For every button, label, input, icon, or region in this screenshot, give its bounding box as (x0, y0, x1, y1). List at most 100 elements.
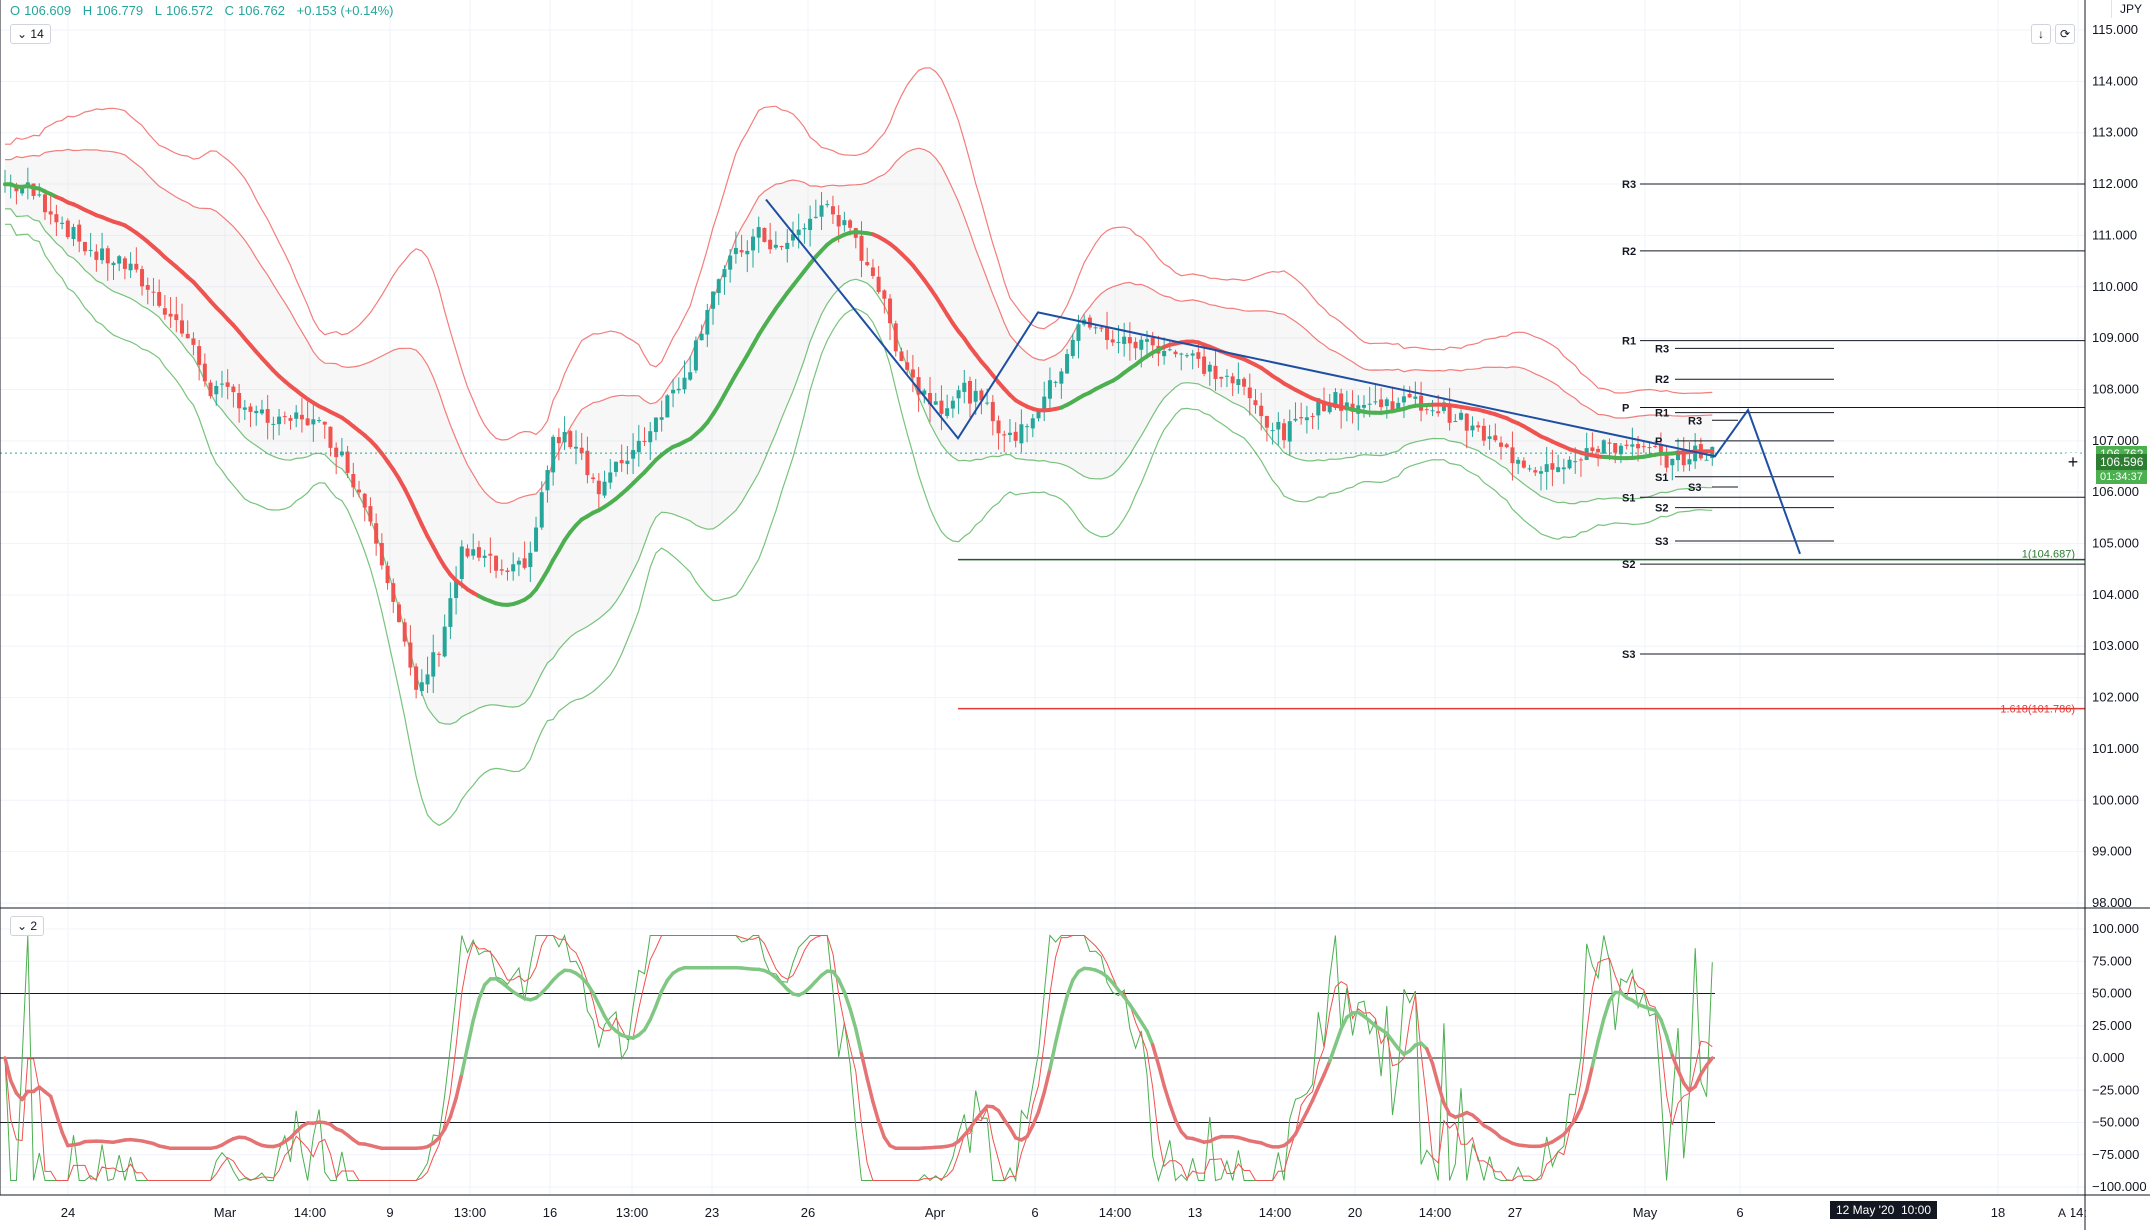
osc-tick-label: −75.000 (2092, 1147, 2139, 1162)
candle-body (1179, 353, 1184, 355)
candle-body (488, 553, 493, 556)
candle-body (1487, 436, 1492, 439)
candle-body (1230, 376, 1235, 384)
candle-body (1304, 417, 1309, 421)
candle-body (425, 674, 430, 685)
pivot-label-r2: R2 (1655, 374, 1669, 386)
candle-body (237, 392, 242, 409)
price-tick-label: 110.000 (2092, 279, 2138, 294)
candle-body (1527, 468, 1532, 470)
candle-body (1687, 459, 1692, 465)
osc-signal-segment (1048, 1040, 1058, 1071)
candle-body (648, 431, 653, 443)
candle-body (1493, 435, 1498, 441)
down-arrow-icon[interactable]: ↓ (2031, 24, 2051, 44)
abcd-pattern-line (765, 198, 1801, 555)
osc-tick-label: 0.000 (2092, 1050, 2125, 1065)
osc-signal-segment (1327, 1043, 1338, 1064)
osc-signal-segment (54, 1112, 64, 1134)
candle-body (1013, 431, 1018, 441)
candle-body (859, 235, 864, 261)
candle-body (870, 267, 875, 276)
candle-body (785, 242, 790, 249)
candle-body (1242, 378, 1247, 387)
pivot-label-s2: S2 (1622, 559, 1635, 571)
candle-body (1447, 403, 1452, 423)
price-tick-label: 106.000 (2092, 484, 2139, 499)
candle-body (168, 313, 173, 317)
osc-signal-segment (1299, 1110, 1309, 1125)
candle-body (465, 548, 470, 557)
candle-body (1413, 396, 1418, 399)
candle-body (197, 346, 202, 365)
osc-signal-segment (1168, 1102, 1178, 1122)
candle-body (665, 395, 670, 418)
candle-body (31, 183, 36, 196)
osc-signal-segment (1436, 1082, 1446, 1105)
upper-band-inner (5, 147, 1713, 504)
candle-body (1396, 402, 1401, 410)
ma-segment (408, 498, 419, 515)
candle-body (819, 205, 824, 217)
osc-pane-collapse-button[interactable]: ⌄ 2 (10, 916, 45, 936)
open-value: 106.609 (24, 3, 72, 18)
candle-body (288, 418, 293, 421)
envelope-bands (5, 67, 1713, 827)
osc-signal-segment (465, 1018, 475, 1049)
close-value: 106.762 (238, 3, 286, 18)
candle-body (1253, 400, 1258, 406)
candle-body (1681, 449, 1686, 466)
candle-body (37, 194, 42, 196)
candle-body (471, 549, 476, 556)
candle-body (357, 489, 362, 493)
candle-body (996, 420, 1001, 434)
time-tick-label: 27 (1508, 1205, 1522, 1220)
candle-body (1196, 352, 1201, 359)
auto-scale-button[interactable]: A (2053, 1204, 2071, 1222)
candle-body (1030, 418, 1035, 429)
fib-label-1618: 1.618(101.786) (2000, 704, 2075, 716)
add-crosshair-icon[interactable]: + (2064, 453, 2082, 471)
candle-body (796, 229, 801, 236)
price-tick-label: 102.000 (2092, 690, 2139, 705)
candle-body (494, 555, 499, 571)
main-pane-collapse-button[interactable]: ⌄ 14 (10, 24, 51, 44)
osc-signal-segment (1139, 1020, 1149, 1033)
currency-label[interactable]: JPY (2111, 0, 2150, 18)
ma-segment (545, 557, 556, 573)
osc-signal-segment (1150, 1043, 1161, 1067)
osc-signal-segment (1664, 1033, 1675, 1058)
candle-body (1670, 458, 1675, 466)
osc-signal-segment (591, 991, 601, 1007)
price-tick-label: 111.000 (2092, 227, 2137, 242)
candle-body (1436, 411, 1441, 414)
candle-body (1658, 444, 1663, 453)
candle-body (305, 418, 310, 426)
osc-signal-segment (1676, 1068, 1686, 1085)
candle-body (408, 642, 413, 668)
candle-body (899, 351, 904, 361)
candle-body (1590, 447, 1595, 452)
osc-signal-segment (854, 1026, 864, 1056)
osc-signal-segment (1173, 1118, 1184, 1134)
candle-body (476, 547, 481, 558)
refresh-icon[interactable]: ⟳ (2055, 24, 2075, 44)
osc-signal-segment (848, 1006, 858, 1031)
candle-body (311, 419, 316, 425)
candle-body (117, 256, 122, 264)
time-tick-label: 13:00 (454, 1205, 487, 1220)
candle-body (1116, 341, 1121, 343)
time-tick-label: 23 (705, 1205, 719, 1220)
candle-body (1419, 395, 1424, 411)
candle-body (916, 377, 921, 395)
osc-tick-label: 50.000 (2092, 986, 2132, 1001)
trend-drawing[interactable] (765, 198, 1801, 555)
osc-signal-segment (1042, 1067, 1052, 1095)
candle-body (20, 187, 25, 194)
time-tick-label: 24 (61, 1205, 75, 1220)
pivot-label-s3: S3 (1688, 482, 1701, 494)
osc-signal-segment (1339, 1015, 1349, 1031)
pivot-label-r2: R2 (1622, 246, 1636, 258)
osc-signal-segment (3, 1056, 13, 1083)
